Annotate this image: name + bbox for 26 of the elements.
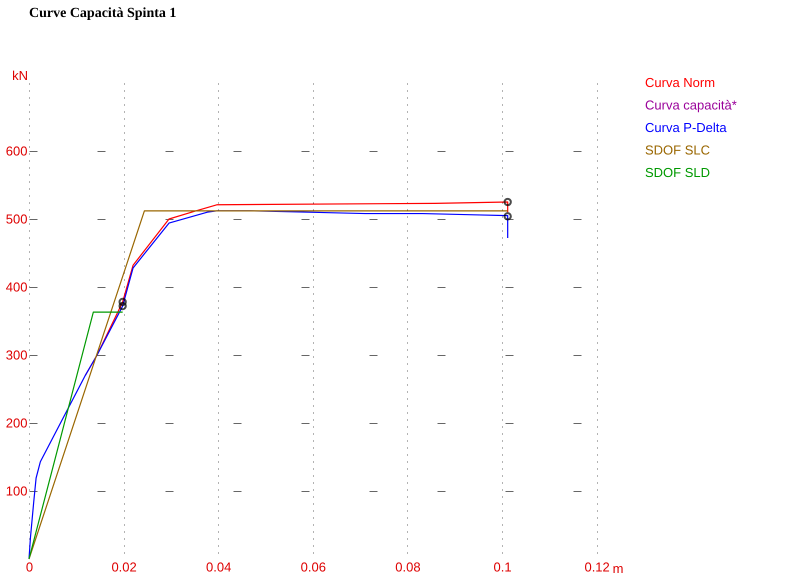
y-axis-title: kN: [12, 68, 28, 83]
line-series: [28, 210, 508, 560]
x-axis-title: m: [612, 561, 624, 576]
point: [118, 298, 127, 306]
x-tick-label: 0.08: [395, 560, 421, 574]
text: SDOF SLC: [645, 142, 710, 158]
text: Curva Norm: [645, 75, 716, 90]
point: [504, 212, 512, 220]
y-tick-label: 200: [6, 416, 28, 430]
point: [118, 302, 127, 310]
x-tick-label: 0.12: [584, 560, 610, 574]
y-tick-label: 600: [6, 144, 28, 158]
chart-title: Curve Capacità Spinta 1: [29, 6, 176, 21]
y-tick-label: 400: [6, 280, 28, 294]
point: [504, 198, 512, 206]
x-tick-label: 0.1: [493, 560, 512, 574]
text: Curva P-Delta: [645, 120, 728, 135]
text: SDOF SLD: [645, 165, 710, 180]
x-tick-label: 0: [26, 560, 34, 574]
legend-label: Curva capacità*: [645, 98, 737, 112]
x-tick-label: 0.06: [300, 560, 326, 574]
y-tick-label: 500: [6, 212, 28, 226]
x-tick-label: 0.04: [206, 560, 232, 574]
y-tick-label: 300: [6, 348, 28, 362]
y-tick-label: 100: [6, 484, 28, 498]
x-tick-label: 0.02: [111, 560, 137, 574]
